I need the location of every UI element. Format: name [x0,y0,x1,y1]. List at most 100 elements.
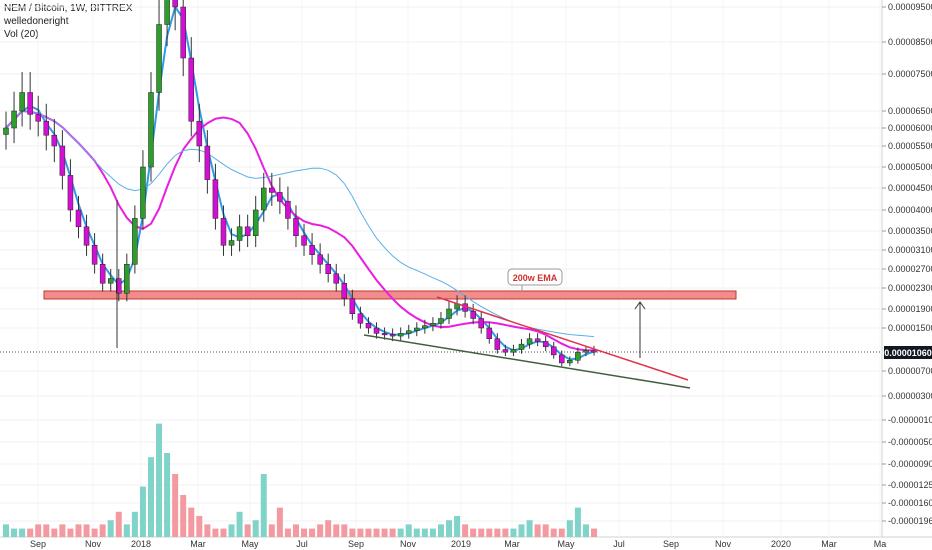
candle-body [357,313,364,324]
ema-annotation-box[interactable] [507,268,563,286]
volume-bar [292,524,299,537]
candle-body [252,209,259,236]
candle-body [559,354,565,364]
time-tick-label: May [557,539,575,549]
volume-bar [309,528,316,537]
candle-body [164,0,170,25]
time-tick-label: 2018 [131,539,151,549]
volume-bar [276,507,283,537]
trend-lines[interactable] [363,296,691,389]
candle-body [285,200,291,219]
volume-bar [446,520,453,537]
volume-bar [147,457,154,537]
price-tick-label: 0.00000300 [888,391,932,401]
price-tick-label: 0.00000700 [888,366,932,376]
candle-body [389,334,396,337]
candle-body [478,318,484,329]
candle-body [518,343,525,350]
volume-bar [91,528,98,537]
volume-bar [478,528,485,537]
volume-bar [99,524,106,537]
volume-bar [574,507,581,537]
volume-bar [252,520,259,537]
time-tick-label: Jul [613,539,625,549]
volume-bar [534,524,541,537]
candle-body [261,187,267,211]
candle-body [236,226,243,241]
price-axis: 0.00009500 0.00008500 0.00007500 0.00006500… [882,2,932,526]
volume-bar [349,528,356,537]
volume-bar [301,528,308,537]
volume-bar [486,528,493,537]
volume-bar [212,528,219,537]
candle-body [414,327,420,331]
moving-average-lines [5,4,595,361]
price-tick-label: 0.00008500 [888,37,932,47]
price-tick-label: 0.00006000 [888,123,932,133]
candle-body [567,360,573,364]
volume-bar [35,524,42,537]
candle-body [140,166,146,219]
volume-bar [518,524,525,537]
volume-bar [357,528,364,537]
candle-body [212,179,219,219]
last-price-tag-bg [884,346,932,359]
candle-body [188,57,195,122]
volume-bar [470,528,477,537]
volume-bar [75,524,82,537]
ema-long-line [5,110,595,338]
candle-body [116,278,122,294]
last-price-tag: 0.00001060 [884,346,932,359]
volume-bar [59,524,66,537]
price-tick-label: 0.00005000 [888,162,932,172]
price-tick-label: 0.00002300 [888,283,932,293]
volume-bar [502,528,509,537]
volume-bar [373,528,380,537]
volume-bar [333,524,340,537]
price-tick-label: 0.00004500 [888,183,932,193]
candle-body [502,349,509,353]
volume-bars [3,423,597,537]
candle-body [228,240,235,246]
price-tick-label: 0.00004000 [888,205,932,215]
price-tick-label: 0.00001500 [888,323,932,333]
price-tick-label: -0.00001600 [888,498,932,508]
candle-body [422,325,428,329]
volume-bar [429,528,436,537]
time-tick-label: 2020 [771,539,791,549]
volume-bar [196,516,203,537]
candle-body [124,264,130,294]
price-tick-label: 0.00001900 [888,304,932,314]
candle-body [180,6,186,59]
volume-indicator-label[interactable]: Vol (20) [4,29,39,40]
volume-bar [462,524,469,537]
candle-body [526,338,533,345]
candle-body [107,278,114,284]
author-label: welledoneright [4,16,69,27]
volume-bar [542,524,549,537]
price-tick-label: 0.00002700 [888,264,932,274]
candle-body [19,92,25,112]
volume-bar [43,524,50,537]
descending-support-line [363,334,691,389]
volume-bar [220,528,227,537]
volume-bar [566,520,573,537]
ema-annotation[interactable]: 200w EMA [507,268,563,292]
time-tick-label: Jul [296,539,308,549]
candle-body [220,218,227,246]
candle-body [550,346,557,356]
candle-body [27,92,33,115]
candle-body [196,120,203,147]
time-tick-label: Mar [821,539,837,549]
candle-body [381,333,388,336]
time-tick-label: Nov [715,539,732,549]
volume-bar [510,528,517,537]
chart-title: NEM / Bitcoin, 1W, BITTREX [4,3,133,14]
candle-body [172,0,178,8]
price-tick-label: 0.00007500 [888,69,932,79]
ema-short-line [5,4,595,361]
candle-body [43,120,50,136]
volume-bar [389,528,396,537]
volume-bar [381,528,388,537]
